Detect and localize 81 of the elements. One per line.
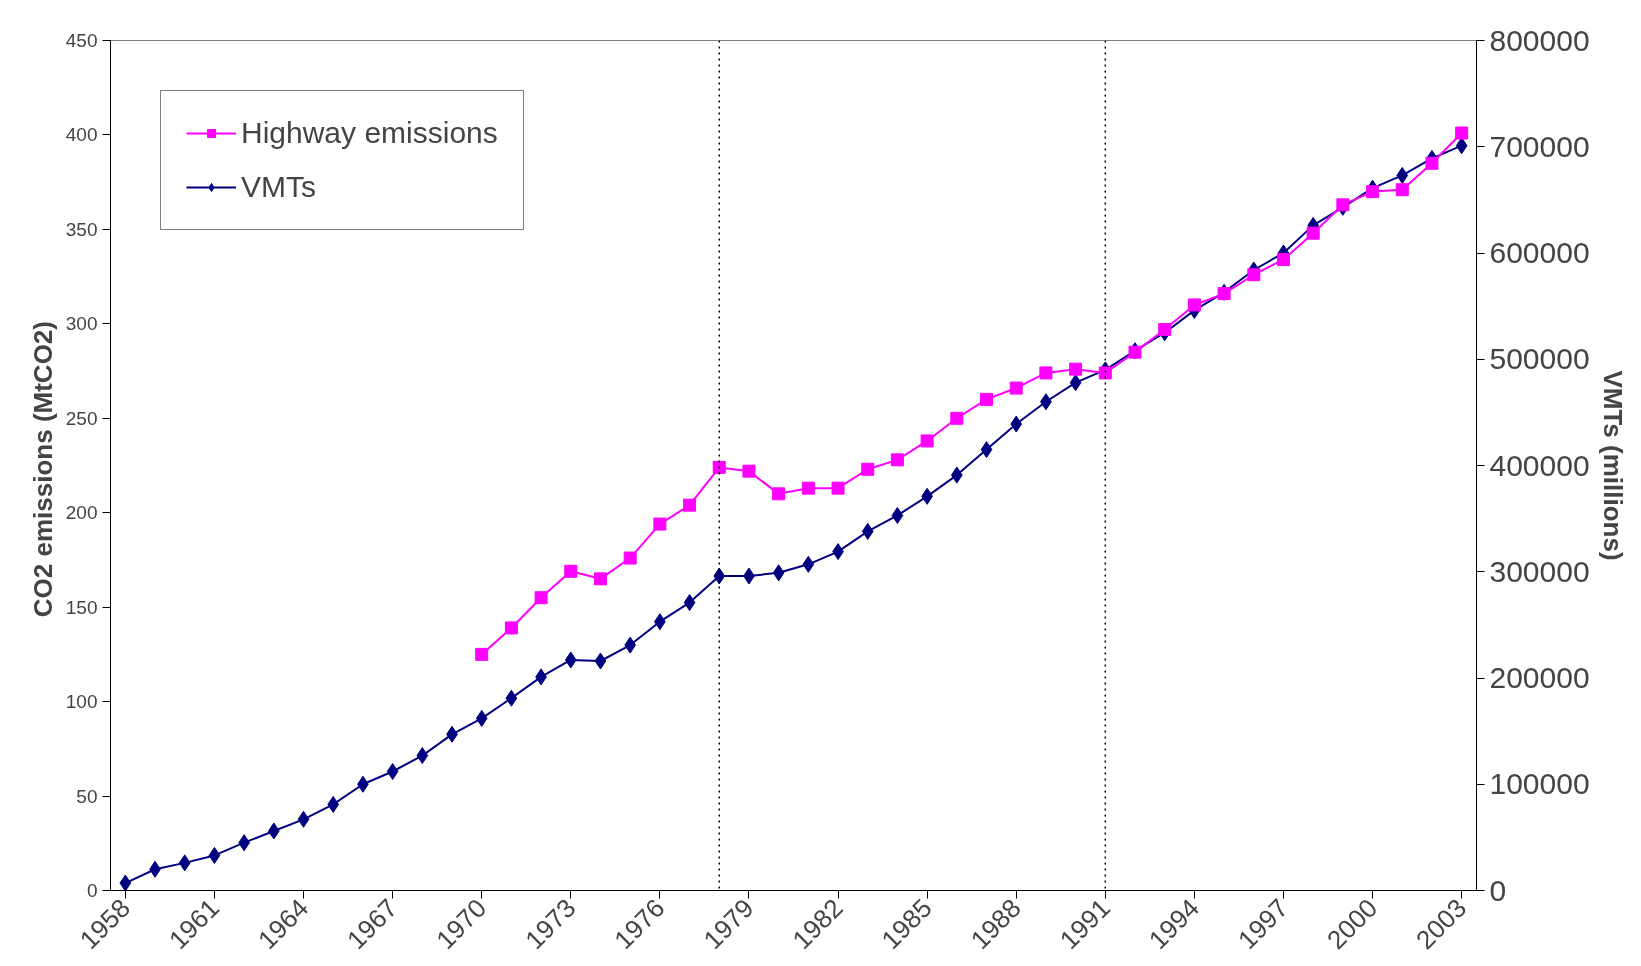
point [1069,374,1082,392]
legend-label: VMTs [241,170,316,204]
point [593,572,607,586]
point [712,460,726,474]
point [1396,166,1409,184]
point [683,594,696,612]
y2-tick-label: 400000 [1489,448,1590,482]
point [653,517,667,531]
point [713,567,726,585]
point [386,763,399,780]
y2-tick-label: 500000 [1489,342,1590,376]
point [504,621,518,635]
point [119,874,132,891]
point [505,689,518,707]
point [1306,226,1320,240]
point [1158,323,1172,336]
point [683,498,697,512]
point [1276,253,1290,267]
y-tick-label: 50 [76,785,98,807]
y2-tick-label: 0 [1489,873,1507,907]
point [950,466,963,484]
y-tick-label: 150 [65,596,98,618]
y-tick-label: 450 [65,30,98,51]
point [1010,415,1023,433]
y-tick-label: 350 [65,218,98,240]
point [1366,185,1380,199]
point [475,647,489,661]
point [980,441,993,459]
point [802,555,815,573]
point [178,854,191,872]
point [1455,126,1469,140]
y2-tick-label: 800000 [1489,23,1590,57]
point [1455,137,1468,155]
point [1336,198,1350,212]
point [801,481,815,495]
legend-label: Highway emissions [241,116,498,150]
y2-tick-label: 300000 [1489,554,1590,588]
y2-tick-label: 700000 [1489,129,1590,163]
point [416,747,429,765]
point [1425,156,1439,170]
point [564,651,577,669]
y-tick-label: 400 [65,124,98,146]
point [475,709,488,727]
point [772,487,786,501]
point [594,652,607,670]
point [1187,298,1201,312]
point [1395,183,1409,197]
point [861,522,874,540]
point [920,434,934,448]
point [1247,268,1261,282]
point [1098,366,1112,380]
point [742,464,756,478]
y2-tick-label: 200000 [1489,661,1590,694]
point [297,810,310,828]
point [327,795,340,813]
point [564,564,578,578]
point [1039,366,1053,380]
point [891,506,904,524]
point [950,411,964,425]
point [1069,362,1083,376]
point [980,392,994,406]
point [1009,381,1023,395]
point [1217,287,1231,301]
y2-axis-title: VMTs (millions) [1597,370,1628,561]
point [267,822,280,840]
point [534,591,548,605]
y-axis-title: CO2 emissions (MtCO2) [27,321,58,618]
y-tick-label: 300 [65,313,98,335]
y2-tick-label: 600000 [1489,236,1590,269]
y-tick-label: 250 [65,407,98,429]
point [624,636,637,654]
y2-tick-label: 100000 [1489,767,1590,801]
point [208,846,221,864]
point [623,551,637,565]
y-tick-label: 100 [65,691,98,713]
point [831,481,845,495]
point [890,453,904,467]
y-tick-label: 200 [65,502,98,524]
point [772,564,785,582]
point [861,462,875,476]
y-tick-label: 0 [86,880,98,901]
